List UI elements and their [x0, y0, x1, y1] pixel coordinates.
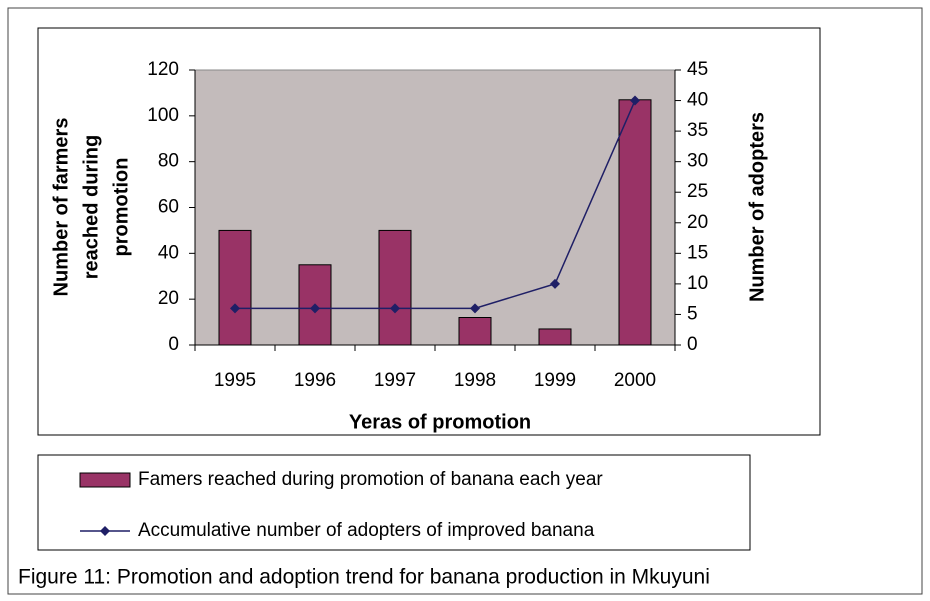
- y-tick-label: 120: [147, 59, 179, 80]
- y2-tick-label: 35: [687, 120, 708, 141]
- y-tick-label: 80: [158, 151, 179, 172]
- y2-tick-label: 40: [687, 90, 708, 111]
- legend-frame: [37, 454, 751, 551]
- line-marker: [630, 95, 640, 106]
- y-axis-label: promotion: [110, 158, 132, 257]
- bar: [538, 328, 572, 346]
- y2-tick-label: 0: [687, 334, 698, 355]
- line-marker: [230, 303, 240, 314]
- y-tick-label: 0: [168, 334, 179, 355]
- x-tick-label: 2000: [614, 370, 656, 391]
- line: [235, 100, 636, 310]
- y-tick-label: 20: [158, 288, 179, 309]
- x-tick-label: 1995: [214, 370, 256, 391]
- line-marker: [470, 303, 480, 314]
- y2-tick-label: 10: [687, 273, 708, 294]
- caption: Figure 11: Promotion and adoption trend …: [18, 566, 710, 589]
- y2-tick-label: 20: [687, 212, 708, 233]
- y2-tick-label: 15: [687, 242, 708, 263]
- x-tick-label: 1996: [294, 370, 336, 391]
- y-tick-label: 60: [158, 197, 179, 218]
- legend-swatch: [79, 472, 131, 488]
- bar: [458, 317, 492, 346]
- bar: [218, 229, 252, 346]
- legend-marker: [100, 526, 110, 536]
- line-marker: [390, 303, 400, 314]
- y-axis-label: Number of farmers: [50, 118, 72, 297]
- bar: [618, 99, 652, 346]
- x-tick-label: 1998: [454, 370, 496, 391]
- y2-tick-label: 45: [687, 59, 708, 80]
- line-marker: [310, 303, 320, 314]
- x-tick-label: 1999: [534, 370, 576, 391]
- y-tick-label: 100: [147, 105, 179, 126]
- legend-label: Famers reached during promotion of banan…: [138, 469, 603, 490]
- plot-area: [194, 69, 676, 346]
- y2-tick-label: 5: [687, 303, 698, 324]
- y-axis-label: reached during: [80, 135, 102, 279]
- legend-label: Accumulative number of adopters of impro…: [138, 520, 595, 541]
- y-tick-label: 40: [158, 242, 179, 263]
- y2-tick-label: 30: [687, 151, 708, 172]
- y2-axis-label: Number of adopters: [746, 112, 768, 302]
- x-axis-label: Yeras of promotion: [349, 411, 531, 433]
- x-tick-label: 1997: [374, 370, 416, 391]
- bar: [378, 229, 412, 346]
- y2-tick-label: 25: [687, 181, 708, 202]
- line-marker: [550, 278, 560, 289]
